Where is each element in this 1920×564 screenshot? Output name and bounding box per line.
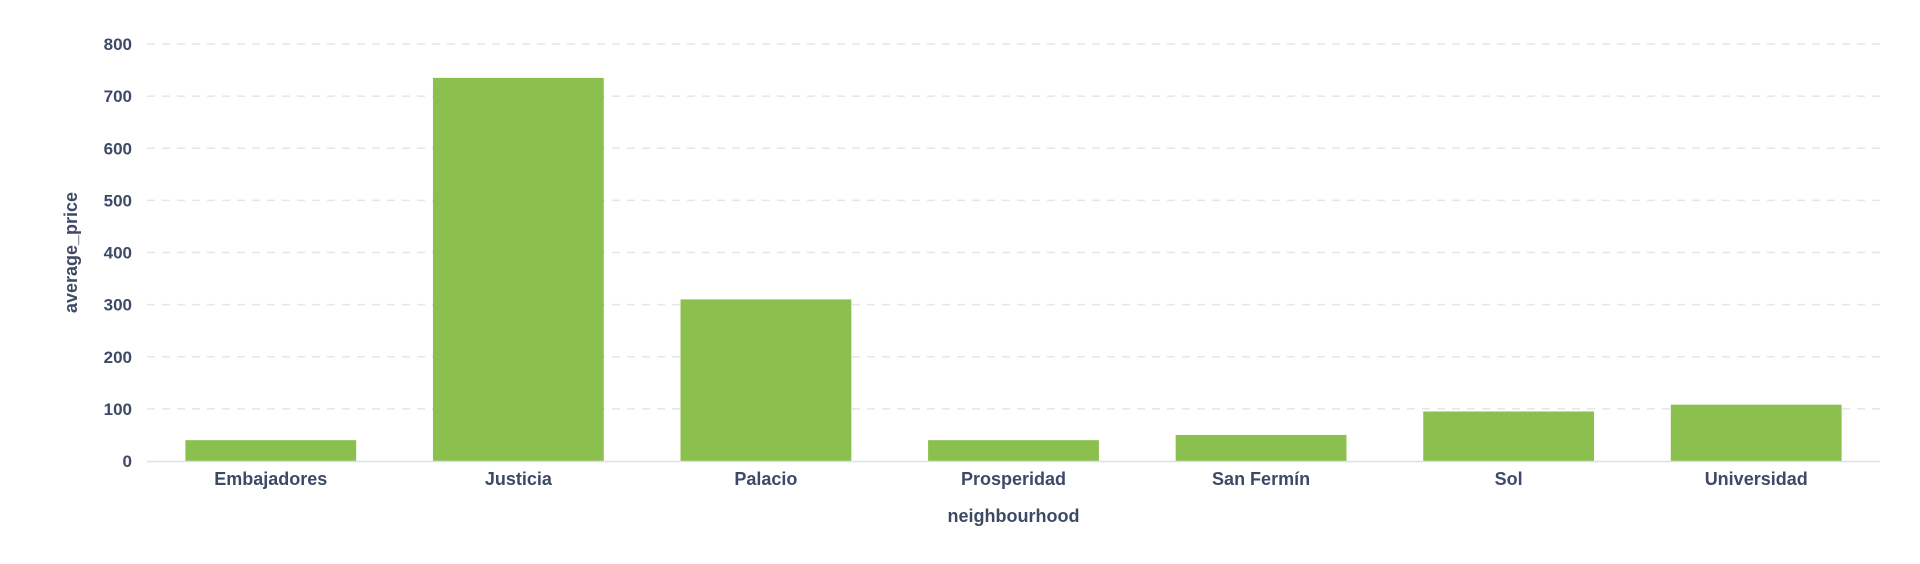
y-tick-label: 0 (123, 452, 132, 471)
bar-palacio (680, 299, 852, 461)
x-tick-label: Justicia (485, 469, 553, 489)
bar-san-ferm-n (1175, 434, 1347, 461)
y-tick-label: 800 (104, 35, 132, 54)
y-axis-title: average_price (61, 192, 81, 313)
y-tick-label: 100 (104, 400, 132, 419)
gridlines (147, 43, 1880, 410)
x-tick-label: San Fermín (1212, 469, 1310, 489)
bar-embajadores (185, 440, 357, 461)
x-tick-label: Universidad (1705, 469, 1808, 489)
x-axis-title: neighbourhood (948, 506, 1080, 526)
bar-sol (1423, 411, 1595, 461)
y-tick-label: 300 (104, 296, 132, 315)
bar-universidad (1670, 404, 1842, 461)
y-tick-labels: 0 100 200 300 400 500 600 700 800 (104, 35, 132, 471)
y-tick-label: 200 (104, 348, 132, 367)
y-tick-label: 600 (104, 139, 132, 158)
bar-prosperidad (928, 440, 1099, 461)
bar-justicia (432, 77, 604, 461)
x-tick-label: Embajadores (214, 469, 327, 489)
y-tick-label: 400 (104, 244, 132, 263)
x-tick-label: Sol (1495, 469, 1523, 489)
x-tick-label: Palacio (734, 469, 797, 489)
x-tick-labels: Embajadores Justicia Palacio Prosperidad San… (214, 469, 1807, 489)
x-tick-label: Prosperidad (961, 469, 1066, 489)
y-tick-label: 700 (104, 87, 132, 106)
bars (185, 77, 1842, 461)
y-tick-label: 500 (104, 191, 132, 210)
